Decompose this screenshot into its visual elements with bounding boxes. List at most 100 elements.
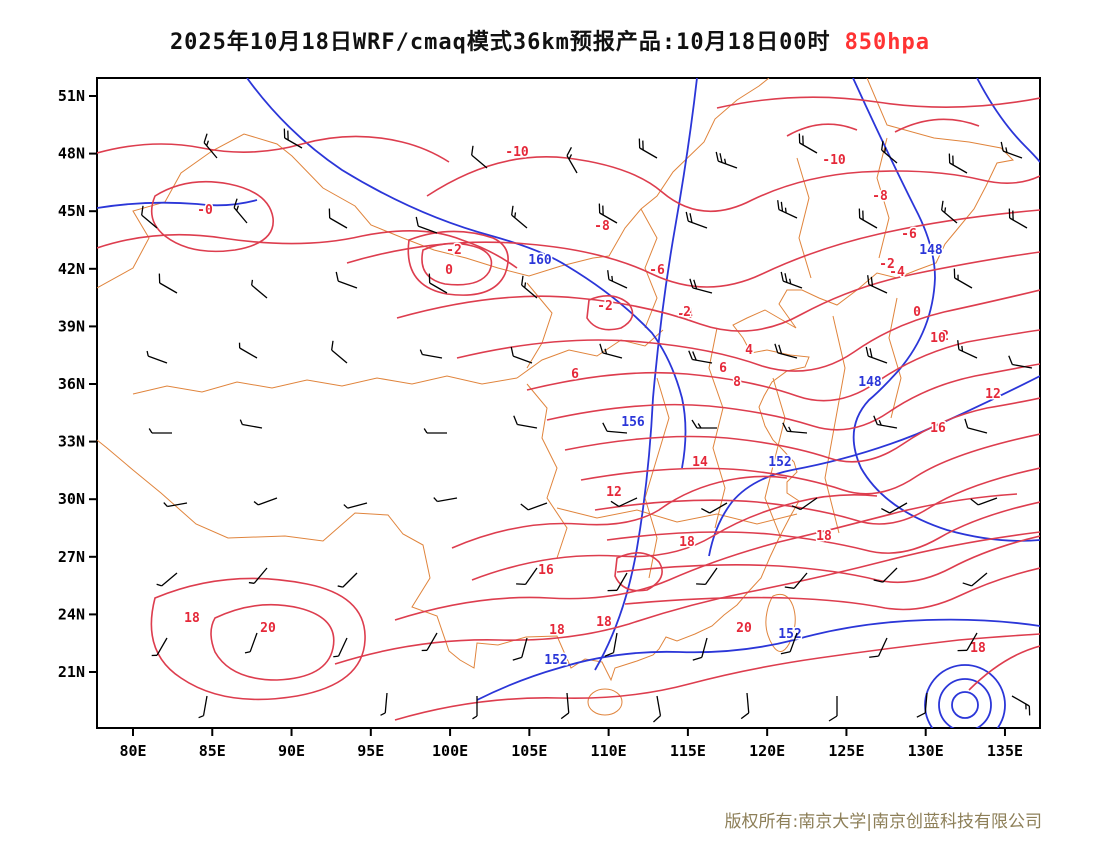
wind-barb: [335, 271, 358, 289]
wind-barb: [916, 692, 928, 718]
wind-barb: [780, 271, 803, 289]
temperature-contour: [580, 433, 1040, 495]
wind-barb: [689, 278, 713, 294]
temperature-contour: [526, 329, 1040, 402]
coastline-path: [824, 315, 846, 534]
wind-barb: [948, 153, 968, 174]
temperature-label: -2: [597, 299, 613, 314]
cyclone-contour: [951, 691, 979, 719]
wind-barb: [607, 270, 628, 289]
wind-barb: [602, 422, 628, 434]
temperature-contour: [150, 180, 274, 253]
wind-barb: [343, 502, 368, 509]
temperature-contour: [616, 535, 1040, 584]
y-axis-label: 24N: [58, 605, 85, 623]
temperature-label: -6: [901, 227, 917, 242]
wind-barb: [141, 205, 158, 229]
coastline-path: [708, 327, 726, 529]
temperature-contour: [150, 577, 366, 701]
temperature-contour: [210, 603, 335, 681]
wind-barb: [423, 428, 447, 434]
temperature-contour: [594, 467, 1040, 525]
height-label: 148: [919, 243, 943, 258]
wind-barb: [607, 572, 628, 592]
wind-barb: [1008, 355, 1033, 369]
height-contour: [708, 375, 1040, 557]
wind-barb: [415, 216, 438, 234]
chart-title: 2025年10月18日WRF/cmaq模式36km预报产品:10月18日00时 8…: [0, 24, 1100, 56]
wind-barb: [337, 572, 358, 588]
wind-barb: [696, 567, 718, 586]
temperature-label: 8: [733, 375, 741, 390]
x-axis-label: 100E: [432, 742, 468, 760]
coastline-path: [516, 329, 664, 379]
cyclone-contour: [938, 678, 992, 728]
coastline-path: [526, 282, 553, 369]
x-axis-label: 80E: [119, 742, 146, 760]
temperature-label: 18: [596, 615, 612, 630]
height-contour: [976, 78, 1040, 163]
wind-barb: [428, 273, 448, 294]
wind-barb: [715, 151, 738, 169]
wind-barb: [685, 211, 708, 229]
wind-barb: [511, 205, 528, 229]
temperature-label: -4: [677, 307, 693, 322]
temperature-label: -2: [879, 257, 895, 272]
temperature-label: 2: [941, 329, 949, 344]
temperature-label: 20: [736, 621, 752, 636]
wind-barb: [146, 350, 168, 364]
wind-barb: [238, 342, 258, 359]
temperature-contour: [786, 118, 980, 137]
height-label: 152: [778, 627, 801, 642]
wind-barb: [782, 422, 808, 434]
wind-barb: [941, 200, 958, 224]
height-label: 160: [528, 253, 552, 268]
temperature-label: 12: [606, 485, 622, 500]
wind-barb: [471, 145, 488, 169]
temperature-contour: [346, 209, 1040, 288]
wind-barb: [865, 346, 888, 364]
temperature-contour: [586, 295, 634, 331]
x-axis-label: 135E: [987, 742, 1023, 760]
x-axis-label: 105E: [511, 742, 547, 760]
temperature-contour: [564, 397, 1040, 463]
temperature-contour: [606, 501, 1040, 554]
wind-barb: [653, 695, 662, 723]
wind-barb: [692, 637, 708, 661]
wind-barb: [566, 147, 578, 174]
wind-barb: [233, 198, 248, 224]
temperature-label: -4: [889, 265, 905, 280]
wind-barb: [333, 637, 348, 658]
y-axis-label: 36N: [58, 375, 85, 393]
wind-barb: [774, 343, 798, 359]
wind-barb: [148, 428, 172, 434]
temperature-label: 18: [970, 641, 986, 656]
wind-barb: [253, 497, 278, 506]
title-level: 850hpa: [844, 30, 931, 55]
x-axis-label: 115E: [670, 742, 706, 760]
wind-barb: [331, 340, 348, 364]
wind-barb: [784, 572, 808, 589]
wind-barb: [962, 572, 988, 587]
coastline-path: [876, 137, 890, 259]
temperature-label: -8: [872, 189, 888, 204]
temperature-label: 2: [683, 305, 691, 320]
wind-barb: [638, 138, 658, 159]
wind-barb: [604, 632, 618, 657]
x-axis-label: 85E: [199, 742, 226, 760]
wind-barb: [701, 502, 728, 514]
x-axis-label: 110E: [591, 742, 627, 760]
wind-barb: [1011, 695, 1031, 716]
temperature-label: -2: [446, 243, 462, 258]
wind-barb: [283, 128, 303, 149]
temperature-label: -8: [594, 219, 610, 234]
wind-barb: [151, 637, 168, 657]
height-label: 152: [768, 455, 791, 470]
wind-barb: [328, 208, 348, 229]
wind-barb: [163, 502, 188, 508]
temperature-contour: [394, 493, 1018, 621]
temperature-contour: [97, 135, 450, 163]
coastline-path: [764, 377, 786, 539]
temperature-label: 0: [445, 263, 453, 278]
temperature-label: 6: [719, 361, 727, 376]
